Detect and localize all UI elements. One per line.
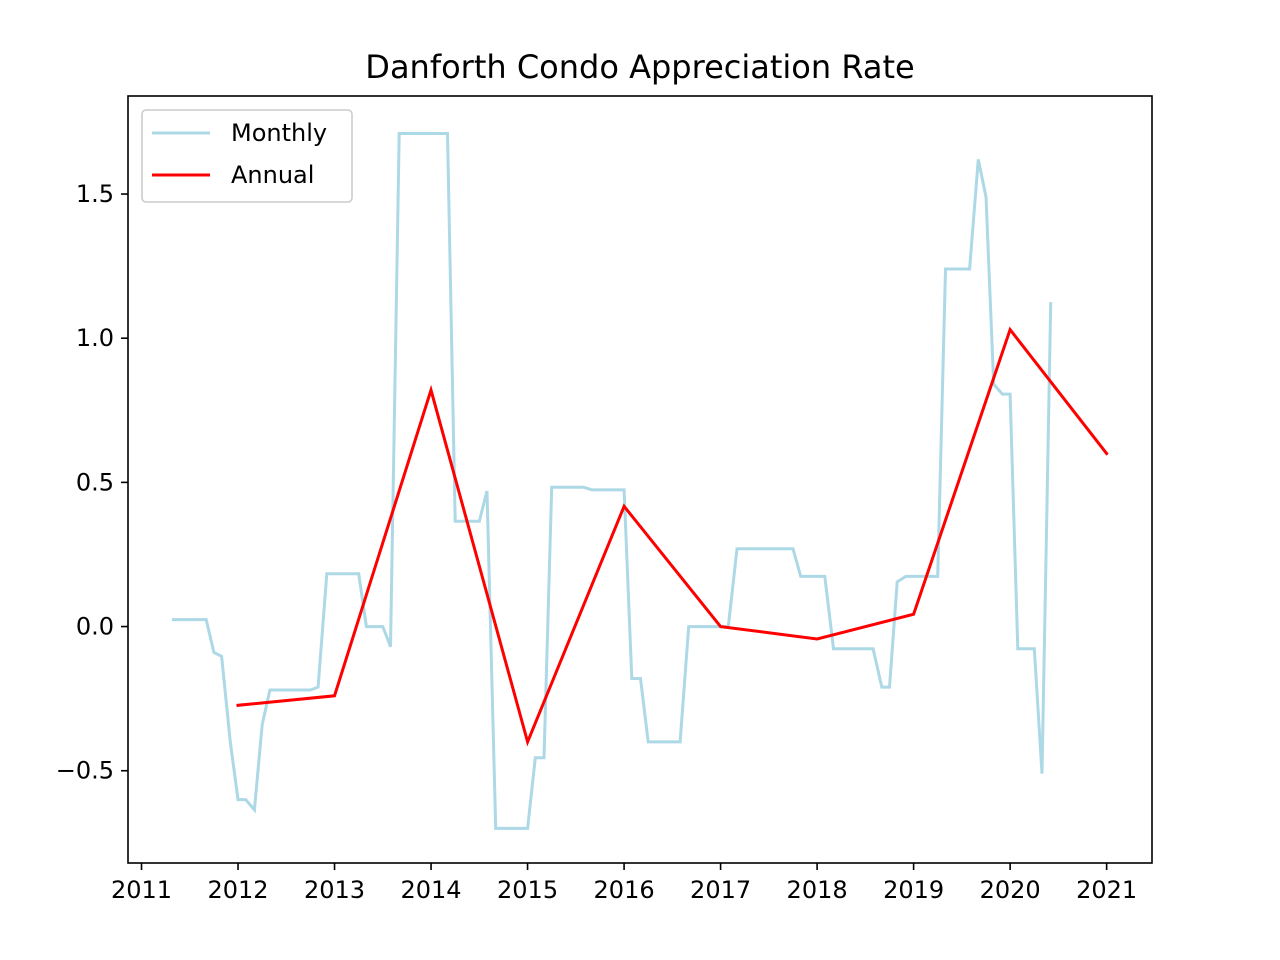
legend: Monthly Annual [141,109,353,203]
x-tick-label: 2019 [883,876,944,904]
legend-label-monthly: Monthly [231,119,327,147]
x-tick-label: 2020 [980,876,1041,904]
x-tick-label: 2012 [207,876,268,904]
x-tick-label: 2014 [401,876,462,904]
y-axis: −0.5 0.0 0.5 1.0 1.5 [56,180,128,785]
x-tick-label: 2021 [1076,876,1137,904]
chart-title: Danforth Condo Appreciation Rate [365,48,914,86]
x-axis: 2011 2012 2013 2014 2015 2016 2017 2018 2019 2020… [111,863,1137,904]
y-tick-label: 0.5 [76,468,114,496]
x-tick-label: 2013 [304,876,365,904]
series-line-monthly [171,132,1053,830]
x-tick-label: 2015 [497,876,558,904]
x-tick-label: 2016 [594,876,655,904]
y-tick-label: −0.5 [56,757,114,785]
y-tick-label: 1.5 [76,180,114,208]
plot-lines [171,132,1109,830]
legend-label-annual: Annual [231,161,314,189]
y-tick-label: 1.0 [76,324,114,352]
x-tick-label: 2011 [111,876,172,904]
y-tick-label: 0.0 [76,613,114,641]
plot-frame [127,95,1153,864]
x-tick-label: 2018 [787,876,848,904]
series-line-annual [236,326,1109,747]
x-tick-label: 2017 [690,876,751,904]
